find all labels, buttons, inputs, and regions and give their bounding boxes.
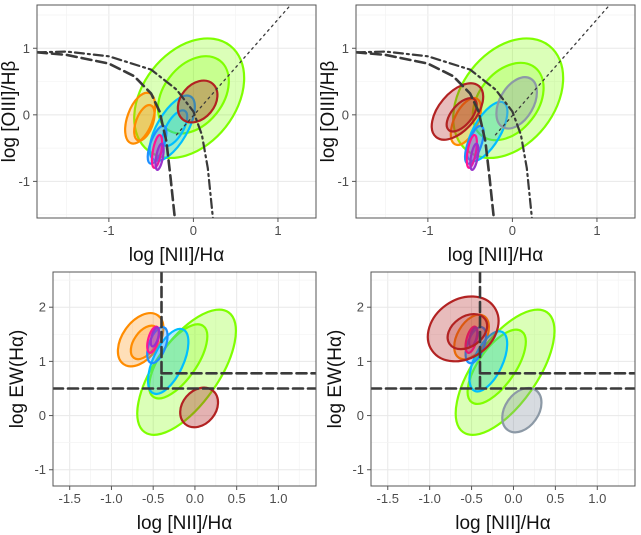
grid [37, 5, 316, 218]
guide-line-dash-dot [356, 50, 533, 218]
guide-line-dashed [37, 51, 177, 218]
x-tick-label: 0.0 [504, 491, 522, 506]
y-axis-title: log [OIII]/Hβ [318, 61, 339, 163]
y-tick-label: 1 [357, 354, 364, 369]
x-tick-label: 0 [190, 223, 197, 238]
y-tick-label: -1 [352, 462, 364, 477]
contour-ellipse-series-7-level-0 [501, 386, 543, 434]
contour-ellipse-series-6-level-1 [445, 97, 478, 133]
y-axis-title: log EW(Hα) [325, 330, 346, 429]
plot-area [37, 5, 316, 218]
contour-ellipse-series-6-level-1 [446, 312, 489, 351]
y-tick-label: 2 [39, 300, 46, 315]
guide-line-dotdash [175, 5, 292, 136]
panel-bottom-right: -1.5 -1.0 -0.5 0.0 0.5 1.0 -1 0 1 2 log [NII]/Hα lo… [325, 271, 636, 534]
x-tick-label: -1 [422, 223, 434, 238]
panel-border [355, 4, 636, 219]
contour-ellipse-series-7-level-0 [495, 76, 538, 130]
y-axis-title: log EW(Hα) [7, 330, 28, 429]
guide-lines [356, 5, 611, 218]
contour-ellipse-series-0-level-1 [471, 61, 545, 142]
x-tick-label: -1.5 [58, 491, 80, 506]
x-tick-label: 1.0 [588, 491, 606, 506]
contour-ellipse-series-5-level-0 [469, 142, 480, 171]
x-tick-label: 0.0 [186, 491, 204, 506]
x-tick-label: -0.5 [460, 491, 482, 506]
x-tick-label: -1.0 [418, 491, 440, 506]
x-tick-label: 1 [593, 223, 600, 238]
panel-border [370, 271, 636, 487]
y-tick-label: -1 [34, 462, 46, 477]
contour-ellipse-series-5-level-0 [149, 326, 161, 348]
y-tick-label: 0 [39, 408, 46, 423]
y-tick-label: 1 [39, 354, 46, 369]
x-tick-label: 1 [274, 223, 281, 238]
x-tick-label: 1.0 [269, 491, 287, 506]
contours [430, 37, 565, 171]
x-axis-title: log [NII]/Hα [455, 513, 550, 534]
guide-lines [53, 272, 316, 390]
y-tick-label: 0 [23, 107, 30, 122]
contour-ellipse-series-6-level-0 [176, 79, 219, 124]
contour-ellipse-series-1-level-1 [133, 103, 156, 142]
x-axis-title: log [NII]/Hα [129, 245, 224, 266]
panel-top-right: -1 0 1 -1 0 1 log [NII]/Hα log [OIII]/Hβ [318, 4, 636, 266]
guide-line-dashed [356, 51, 496, 218]
x-tick-label: -1.5 [377, 491, 399, 506]
x-tick-label: -1 [103, 223, 115, 238]
y-tick-label: 1 [23, 41, 30, 56]
contours [116, 308, 238, 436]
panel-border [36, 4, 317, 219]
contour-ellipse-series-0-level-1 [466, 328, 527, 405]
y-axis-title: log [OIII]/Hβ [0, 61, 20, 163]
guide-line-dash-dot [37, 50, 214, 218]
panel-border [52, 271, 317, 487]
x-axis-title: log [NII]/Hα [137, 513, 232, 534]
y-tick-label: 1 [342, 41, 349, 56]
contour-ellipse-series-6-level-0 [179, 386, 220, 429]
panel-bottom-left: -1.5 -1.0 -0.5 0.0 0.5 1.0 -1 0 1 2 log [NII]/Hα lo… [7, 271, 317, 534]
contours [124, 37, 246, 171]
panel-top-left: -1 0 1 -1 0 1 log [NII]/Hα log [OIII]/Hβ [0, 4, 317, 266]
y-tick-label: 0 [357, 408, 364, 423]
guide-lines [37, 5, 292, 218]
x-axis-title: log [NII]/Hα [448, 245, 543, 266]
x-tick-label: -0.5 [142, 491, 164, 506]
x-tick-label: -1.0 [100, 491, 122, 506]
x-tick-label: 0.5 [228, 491, 246, 506]
contour-ellipse-series-2-level-0 [146, 327, 190, 396]
x-tick-label: 0.5 [546, 491, 564, 506]
guide-line-dotdash [494, 5, 611, 136]
y-tick-label: -1 [337, 174, 349, 189]
y-tick-label: 2 [357, 300, 364, 315]
contour-ellipse-series-5-level-0 [154, 142, 165, 171]
y-tick-label: -1 [18, 174, 30, 189]
x-tick-label: 0 [509, 223, 516, 238]
guide-lines [371, 272, 635, 390]
y-tick-label: 0 [342, 107, 349, 122]
